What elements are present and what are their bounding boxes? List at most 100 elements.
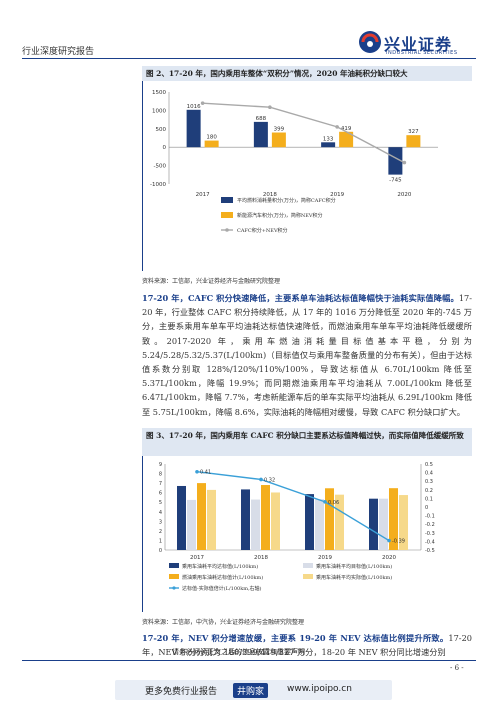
line-point (195, 469, 199, 474)
figure3-frame-line (142, 456, 143, 612)
data-label: 180 (206, 135, 217, 141)
bar (399, 495, 408, 550)
legend-marker (225, 228, 229, 232)
logo-subtext: INDUSTRIAL SECURITIES (386, 50, 458, 56)
legend-label: 达标值-实际值倍计(L/100km,右轴) (182, 585, 262, 592)
bar (325, 488, 334, 550)
bar (339, 131, 354, 148)
legend-swatch (169, 574, 179, 579)
line-point (402, 160, 407, 165)
y-tick-label: 500 (156, 127, 167, 133)
legend-label: 乘用车油耗平均达标值(L/100km) (182, 563, 258, 570)
data-label: -0.39 (392, 539, 405, 545)
y2-tick-label: -0.5 (425, 548, 435, 554)
bar (271, 492, 280, 550)
x-tick-label: 2020 (382, 555, 396, 561)
figure2-source: 资料来源：工信部，兴业证券经济与金融研究院整理 (142, 278, 281, 285)
y-tick-label: 2 (159, 529, 162, 535)
y-tick-label: -500 (154, 164, 167, 170)
y2-tick-label: 0.4 (425, 471, 433, 477)
banner-badge: 井购家 (233, 683, 269, 698)
line-point (323, 500, 327, 504)
legend-swatch (303, 563, 313, 568)
y2-tick-label: 0.3 (425, 479, 433, 485)
figure3-chart: 9 8 7 6 5 4 3 2 1 0 0.5 0.4 0.3 0.2 0.1 0 -0.1 -0.2 -0.3 -0… (159, 462, 435, 592)
y-tick-label: 9 (159, 462, 162, 468)
y2-tick-label: -0.4 (425, 539, 435, 545)
y-tick-label: 0 (163, 145, 167, 151)
bar (197, 483, 206, 550)
legend-label: CAFC积分+NEV积分 (237, 227, 288, 234)
bar (207, 489, 216, 550)
x-tick-label: 2018 (263, 192, 277, 198)
y2-tick-label: 0 (425, 505, 428, 511)
y2-tick-label: -0.2 (425, 522, 435, 528)
y2-tick-label: 0.2 (425, 488, 433, 494)
paragraph-cafc-lead: 17-20 年，CAFC 积分快速降低，主要系单车油耗达标值降幅快于油耗实际值降… (142, 293, 459, 303)
data-label: 399 (274, 127, 285, 133)
bar (379, 498, 388, 550)
banner-url[interactable]: www.ipoipo.cn (287, 684, 352, 694)
legend-swatch (303, 574, 313, 579)
legend-label: 新能源汽车积分(万分)，简称NEV积分 (237, 212, 323, 219)
y-tick-label: 1500 (152, 90, 166, 96)
figure3-title: 图 3、17-20 年，国内乘用车 CAFC 积分缺口主要系达标值降幅过快，而实… (142, 428, 472, 456)
footer-divider (22, 660, 476, 661)
data-label: 419 (341, 126, 352, 132)
y-tick-label: 7 (159, 481, 162, 487)
x-tick-label: 2018 (254, 555, 268, 561)
line-point (268, 105, 272, 109)
y-tick-label: 3 (159, 519, 162, 525)
data-label: 133 (323, 136, 334, 142)
figure3-source: 资料来源：工信部，中汽协，兴业证券经济与金融研究院整理 (142, 619, 305, 626)
header-divider (22, 58, 476, 59)
series-line (196, 471, 390, 542)
x-tick-label: 2019 (318, 555, 332, 561)
y-tick-label: -1000 (150, 182, 166, 188)
disclaimer-note: 请务必阅读正文之后的信息披露和重要声明 (172, 648, 305, 656)
bar (305, 494, 314, 550)
bar (315, 499, 324, 550)
bar (321, 142, 336, 148)
legend-swatch (221, 197, 233, 203)
bar (369, 498, 378, 550)
bar (187, 499, 196, 550)
legend-label: 乘用车油耗平均目标值(L/100km) (316, 563, 392, 570)
data-label: 1016 (187, 104, 201, 110)
legend-marker (172, 586, 176, 590)
x-tick-label: 2019 (330, 192, 344, 198)
report-type-label: 行业深度研究报告 (22, 47, 95, 57)
logo-text: 兴业证券 (384, 35, 453, 54)
bar (204, 140, 219, 148)
line-point (387, 538, 391, 543)
y-tick-label: 5 (159, 500, 162, 506)
legend-label: 平均燃料消耗量积分(万分)，简称CAFC积分 (237, 197, 336, 204)
line-point (200, 101, 205, 105)
legend-swatch (221, 212, 233, 218)
figure2-chart: 1500 1000 500 0 -500 -1000 2017 2018 2019 2020 101… (150, 90, 438, 234)
bar (177, 485, 186, 550)
data-label: -745 (389, 178, 402, 184)
data-label: 0.32 (264, 477, 275, 483)
page-number: - 6 - (450, 664, 464, 672)
bar (335, 494, 344, 550)
y2-tick-label: -0.1 (425, 514, 435, 520)
legend-label: 燃油乘用车油耗达标值计(L/100km) (182, 574, 263, 581)
bar (406, 135, 421, 148)
y2-tick-label: 0.5 (425, 462, 433, 468)
promo-banner[interactable]: 更多免费行业报告 井购家 www.ipoipo.cn (115, 680, 392, 700)
line-point (259, 477, 263, 482)
legend-label: 乘用车油耗平均实际值(L/100km) (316, 574, 392, 581)
bar (389, 488, 398, 550)
bar (186, 109, 201, 148)
paragraph-nev: 17-20 年，NEV 积分增速放缓，主要系 19-20 年 NEV 达标值比例… (142, 631, 472, 659)
bar (388, 147, 403, 175)
legend-swatch (169, 563, 179, 568)
bar (251, 499, 260, 550)
y-tick-label: 1000 (152, 108, 166, 114)
data-label: 0.06 (328, 500, 339, 506)
paragraph-cafc-body: 17-20 年，行业整体 CAFC 积分持续降低，从 17 年的 1016 万分… (142, 293, 472, 417)
paragraph-cafc: 17-20 年，CAFC 积分快速降低，主要系单车油耗达标值降幅快于油耗实际值降… (142, 291, 472, 419)
company-logo-icon (359, 31, 381, 53)
figure2-title: 图 2、17-20 年，国内乘用车整体“双积分”情况，2020 年油耗积分缺口较… (142, 66, 472, 81)
